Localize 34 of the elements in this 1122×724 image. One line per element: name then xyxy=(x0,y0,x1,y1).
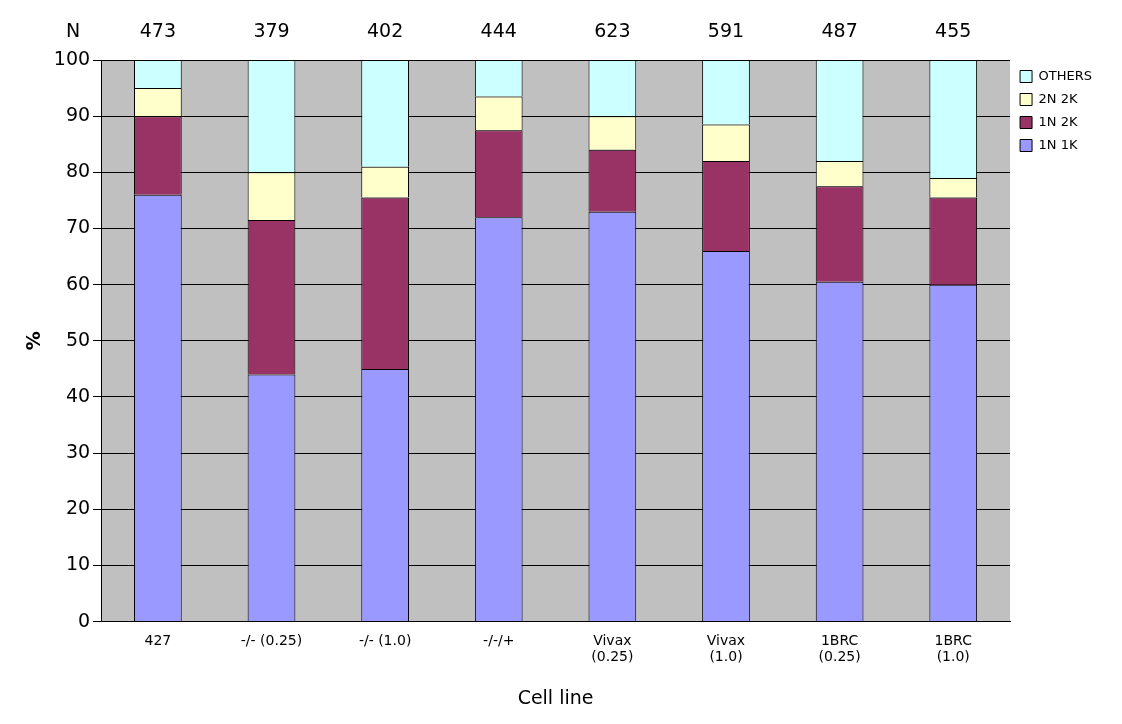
text: N xyxy=(65,18,81,41)
text: 473 xyxy=(139,18,177,41)
y-axis-title: % xyxy=(22,331,45,351)
x-axis-title: Cell line xyxy=(517,685,594,708)
text: 379 xyxy=(253,18,290,41)
legend-label: 1N 2K xyxy=(1038,113,1078,129)
y-tick-label: 50 xyxy=(65,327,91,350)
x-tick-label: 427 xyxy=(144,631,172,648)
x-tick-label: Vivax (0.25) xyxy=(591,631,634,665)
legend-label: OTHERS xyxy=(1038,67,1093,83)
y-tick-label: 80 xyxy=(65,159,91,182)
y-tick-label: 0 xyxy=(77,608,91,631)
x-tick-label: -/-/+ xyxy=(483,631,515,648)
x-tick-label: -/- (1.0) xyxy=(358,631,412,648)
text: 455 xyxy=(935,18,972,41)
y-tick-label: 40 xyxy=(65,383,91,406)
x-tick-label: 1BRC (1.0) xyxy=(934,631,973,665)
y-tick-label: 30 xyxy=(65,440,91,463)
x-tick-label: 1BRC (0.25) xyxy=(818,631,861,665)
text: 444 xyxy=(480,18,517,41)
text: 402 xyxy=(366,18,404,41)
text: 591 xyxy=(707,18,745,41)
y-tick-label: 100 xyxy=(53,46,91,69)
y-tick-label: 60 xyxy=(65,271,91,294)
y-tick-label: 70 xyxy=(65,215,91,238)
y-tick-label: 20 xyxy=(65,496,91,519)
text: 487 xyxy=(821,18,858,41)
legend-label: 1N 1K xyxy=(1038,136,1078,152)
x-tick-label: -/- (0.25) xyxy=(240,631,303,648)
x-tick-label: Vivax (1.0) xyxy=(706,631,746,665)
legend-label: 2N 2K xyxy=(1038,90,1078,106)
y-tick-label: 10 xyxy=(65,552,91,575)
text: 623 xyxy=(594,18,631,41)
y-tick-label: 90 xyxy=(65,103,91,126)
